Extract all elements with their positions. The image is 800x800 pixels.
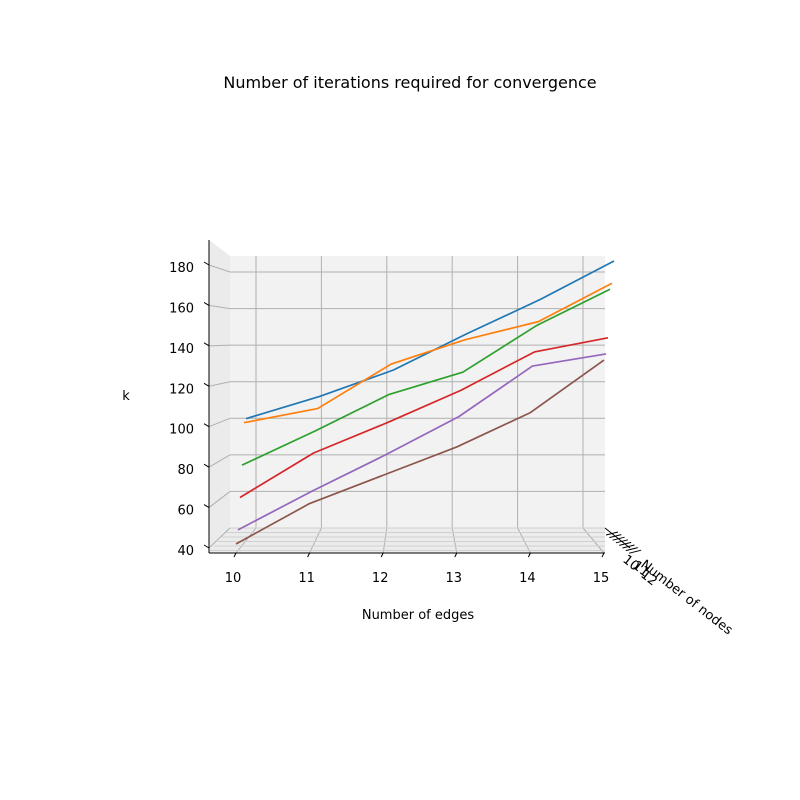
series-lines	[235, 260, 615, 545]
y-tick-mark	[612, 536, 625, 541]
z-tick-mark	[203, 544, 210, 549]
back-pane	[230, 256, 605, 528]
x-tick-mark	[454, 552, 458, 558]
axes	[208, 240, 631, 554]
z-tick-label: 40	[177, 544, 194, 559]
y-tick-mark	[622, 544, 635, 549]
x-tick-label: 13	[446, 571, 463, 586]
x-tick-label: 15	[593, 571, 610, 586]
left-grid-line	[208, 264, 231, 273]
left-grid-line	[208, 381, 231, 387]
grid-lines	[208, 256, 605, 554]
z-tick-mark	[203, 423, 210, 428]
y-tick-mark	[609, 534, 622, 539]
x-tick-mark	[527, 552, 531, 558]
z-tick-mark	[203, 301, 210, 306]
z-tick-label: 180	[169, 261, 194, 276]
x-tick-mark	[233, 552, 237, 558]
z-tick-label: 60	[177, 504, 194, 519]
z-tick-mark	[203, 261, 210, 266]
series-line-5	[237, 353, 607, 531]
series-line-3	[241, 288, 611, 466]
z-tick-mark	[203, 382, 210, 387]
x-tick-label: 11	[298, 571, 315, 586]
x-axis-label: Number of edges	[362, 608, 475, 623]
x-tick-label: 10	[225, 571, 242, 586]
y-tick-mark	[625, 547, 638, 552]
left-grid-line	[208, 344, 231, 347]
x-tick-mark	[380, 552, 384, 558]
y-tick-mark	[605, 531, 619, 536]
z-axis-label: k	[122, 389, 130, 404]
left-grid-line	[208, 417, 231, 428]
left-grid-line	[208, 454, 231, 468]
left-pane	[209, 240, 230, 553]
series-line-6	[235, 359, 605, 545]
x-tick-label: 14	[519, 571, 536, 586]
series-line-2	[243, 282, 613, 424]
x-tick-mark	[601, 552, 605, 558]
y-tick-mark	[619, 541, 632, 546]
z-tick-label: 120	[169, 382, 194, 397]
z-tick-label: 100	[169, 423, 194, 438]
z-tick-mark	[203, 463, 210, 468]
y-tick-mark	[628, 549, 642, 554]
left-grid-line	[208, 491, 231, 508]
x-tick-label: 12	[372, 571, 389, 586]
z-tick-mark	[203, 504, 210, 509]
floor-pane	[209, 528, 605, 553]
chart-title: Number of iterations required for conver…	[223, 73, 596, 92]
y-axis-line	[604, 527, 631, 549]
z-tick-mark	[203, 342, 210, 347]
z-tick-label: 140	[169, 342, 194, 357]
left-grid-line	[208, 527, 231, 549]
y-tick-mark	[615, 539, 629, 544]
z-tick-label: 160	[169, 301, 194, 316]
z-tick-label: 80	[177, 463, 194, 478]
left-grid-line	[208, 304, 231, 310]
series-line-4	[239, 336, 609, 499]
x-tick-mark	[307, 552, 311, 558]
